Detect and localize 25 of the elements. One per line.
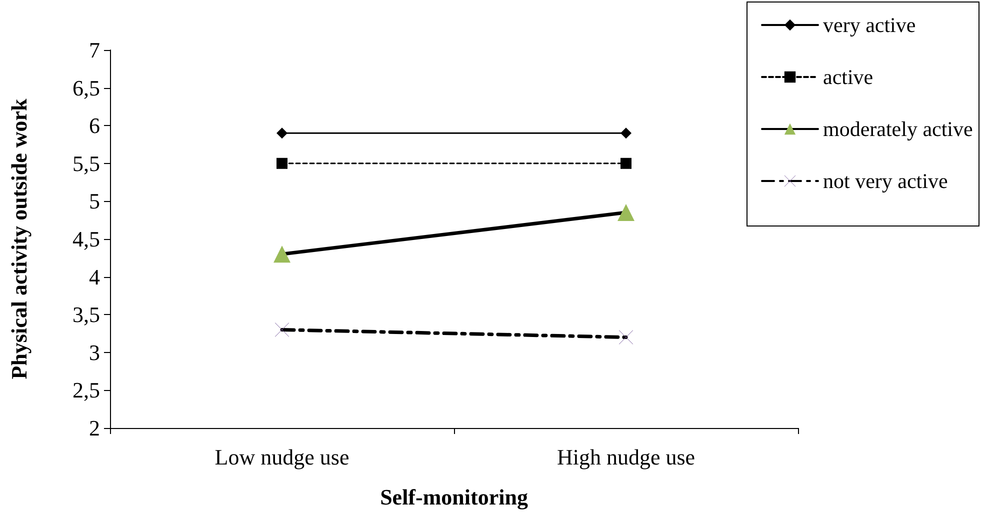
y-tick-label: 3 — [89, 340, 100, 365]
point — [619, 330, 633, 344]
point — [620, 128, 632, 139]
y-tick-label: 7 — [89, 38, 100, 62]
y-tick-label: 4,5 — [72, 226, 100, 252]
point — [276, 128, 288, 139]
y-tick-label: 4 — [89, 264, 100, 290]
point — [276, 158, 288, 169]
legend-label: active — [823, 65, 874, 89]
y-axis-title: Physical activity outside work — [6, 98, 32, 380]
y-tick-label: 6 — [89, 113, 100, 138]
y-tick-label: 5,5 — [72, 150, 100, 176]
legend-label: very active — [823, 13, 916, 37]
x-tick-label: Low nudge use — [214, 444, 350, 470]
y-tick-label: 5 — [89, 188, 100, 214]
x-tick-label: High nudge use — [556, 444, 696, 470]
legend-label: moderately active — [823, 117, 973, 141]
y-tick-label: 3,5 — [72, 302, 100, 328]
point — [275, 322, 289, 337]
y-tick-label: 2,5 — [72, 378, 100, 403]
legend-label: not very active — [823, 169, 948, 193]
x-axis-title: Self-monitoring — [380, 484, 528, 510]
point — [620, 158, 632, 169]
y-tick-label: 6,5 — [72, 75, 100, 100]
y-tick-label: 2 — [89, 416, 100, 440]
